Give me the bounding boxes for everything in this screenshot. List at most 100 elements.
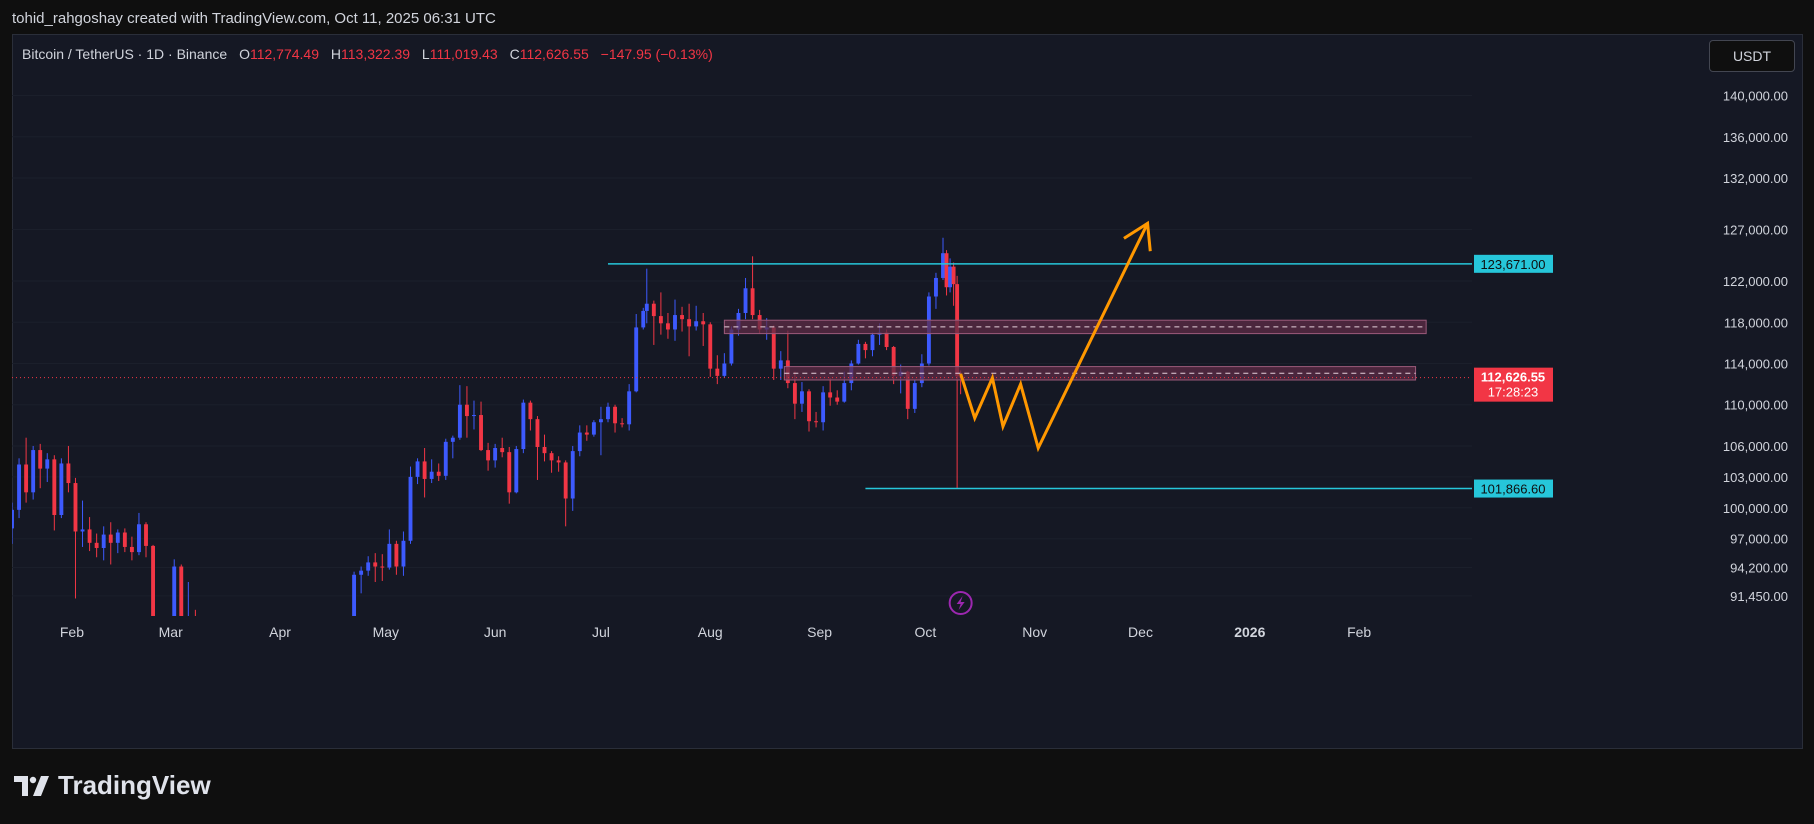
candle-body	[792, 383, 797, 404]
candle-body	[129, 546, 134, 553]
ohlc-legend: Bitcoin / TetherUS · 1D · Binance O112,7…	[22, 46, 713, 62]
candle-body	[66, 463, 71, 484]
x-tick-label: May	[373, 624, 399, 640]
candle-body	[598, 419, 603, 423]
levels	[12, 263, 1472, 490]
candle-body	[464, 404, 469, 417]
price-chart[interactable]: 140,000.00 136,000.00 132,000.00 127,000.00…	[12, 34, 1803, 749]
candle-body	[835, 397, 840, 402]
candle-body	[701, 321, 706, 325]
x-axis[interactable]: Feb Mar Apr May Jun Jul Aug Sep Oct Nov Dec 2026 Feb	[60, 624, 1372, 640]
candle-body	[528, 402, 533, 420]
candle-body	[429, 471, 434, 479]
tv-logo-icon	[14, 775, 49, 796]
candle-body	[80, 529, 85, 532]
candle-body	[577, 432, 582, 452]
x-tick-label: Feb	[60, 624, 84, 640]
candle-body	[563, 462, 568, 499]
zones	[723, 319, 1427, 381]
candle-body	[73, 483, 78, 532]
candle-body	[45, 459, 50, 469]
candle-body	[144, 524, 148, 546]
open-value: 112,774.49	[249, 46, 319, 62]
candle-body	[549, 453, 554, 461]
candle-body	[115, 532, 120, 543]
last-price-tag	[1474, 367, 1553, 402]
high-value: 113,322.39	[341, 46, 411, 62]
candle-body	[627, 391, 632, 425]
currency-selector[interactable]: USDT	[1709, 40, 1795, 72]
x-tick-label: Apr	[269, 624, 291, 640]
level-price-text: 123,671.00	[1480, 257, 1545, 272]
candle-body	[634, 327, 639, 392]
candle-body	[493, 448, 498, 461]
alert-marker[interactable]	[948, 591, 973, 615]
grid	[12, 95, 1472, 597]
level-price-text: 101,866.60	[1480, 482, 1545, 497]
candle-body	[436, 471, 441, 476]
candle-body	[556, 460, 561, 463]
candle-body	[450, 437, 455, 442]
y-tick-label: 106,000.00	[1723, 439, 1788, 454]
y-tick-label: 136,000.00	[1723, 130, 1788, 145]
open-label: O	[239, 46, 250, 62]
candle-body	[31, 450, 36, 493]
candles	[12, 237, 963, 644]
candle-body	[443, 441, 448, 476]
projection-arrowhead	[1123, 220, 1152, 252]
candle-body	[500, 448, 505, 453]
low-label: L	[421, 46, 430, 62]
x-tick-label: Feb	[1347, 624, 1371, 640]
projection-path	[959, 222, 1149, 453]
candle-body	[12, 509, 14, 529]
chart-attribution: tohid_rahgoshay created with TradingView…	[12, 10, 496, 27]
candle-body	[394, 543, 399, 567]
candle-body	[352, 574, 357, 616]
candle-body	[673, 315, 677, 330]
candle-body	[750, 288, 755, 316]
candle-body	[620, 423, 625, 425]
candle-body	[507, 452, 512, 493]
candle-body	[948, 266, 953, 288]
x-tick-label: 2026	[1234, 624, 1265, 640]
candle-body	[856, 343, 861, 364]
candle-body	[486, 450, 491, 461]
candle-body	[651, 303, 656, 317]
candle-body	[366, 562, 371, 571]
candle-body	[479, 415, 483, 451]
candle-body	[884, 332, 889, 348]
y-tick-label: 97,000.00	[1730, 532, 1788, 547]
y-tick-label: 122,000.00	[1723, 274, 1788, 289]
candle-body	[108, 534, 113, 543]
candle-body	[715, 368, 720, 376]
tradingview-logo[interactable]: TradingView	[14, 770, 211, 801]
candle-body	[17, 464, 21, 510]
symbol-title[interactable]: Bitcoin / TetherUS · 1D · Binance	[22, 46, 228, 62]
candle-body	[38, 450, 43, 469]
candle-body	[186, 625, 190, 644]
projection	[959, 220, 1152, 453]
candle-body	[708, 324, 713, 369]
candle-body	[380, 566, 385, 568]
candle-body	[912, 383, 917, 409]
high-label: H	[330, 46, 341, 62]
candle-body	[606, 406, 610, 420]
candle-body	[680, 315, 684, 320]
y-tick-label: 103,000.00	[1723, 470, 1788, 485]
candle-body	[934, 277, 938, 297]
y-axis[interactable]: 140,000.00 136,000.00 132,000.00 127,000.00…	[1723, 89, 1788, 604]
candle-body	[457, 404, 462, 438]
candle-body	[387, 543, 392, 568]
countdown-text: 17:28:23	[1488, 385, 1539, 400]
candle-body	[821, 392, 826, 423]
candle-body	[729, 329, 734, 364]
candle-body	[179, 566, 184, 616]
close-label: C	[509, 46, 520, 62]
x-tick-label: Dec	[1128, 624, 1153, 640]
candle-body	[743, 288, 748, 313]
candle-body	[122, 532, 127, 547]
candle-body	[941, 253, 945, 278]
candle-body	[172, 566, 177, 616]
brand-name: TradingView	[58, 770, 211, 800]
